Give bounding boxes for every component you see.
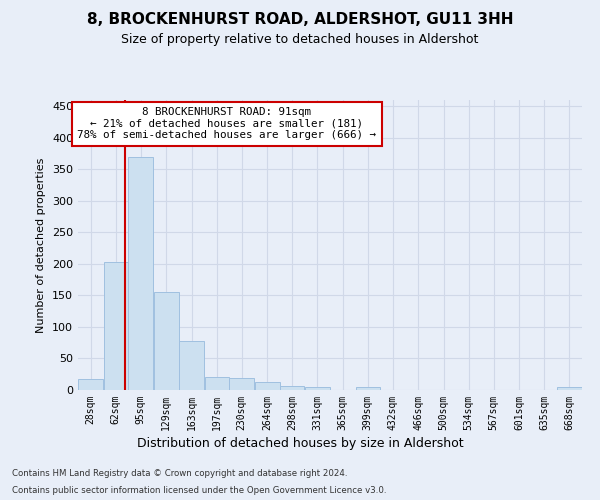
Text: Size of property relative to detached houses in Aldershot: Size of property relative to detached ho…: [121, 32, 479, 46]
Bar: [356, 387, 380, 390]
Text: 8, BROCKENHURST ROAD, ALDERSHOT, GU11 3HH: 8, BROCKENHURST ROAD, ALDERSHOT, GU11 3H…: [87, 12, 513, 28]
Bar: [229, 378, 254, 390]
Bar: [280, 386, 304, 390]
Bar: [205, 378, 229, 390]
Bar: [179, 342, 204, 390]
Bar: [104, 262, 128, 390]
Bar: [255, 382, 280, 390]
Bar: [78, 380, 103, 390]
Bar: [154, 292, 179, 390]
Text: Contains HM Land Registry data © Crown copyright and database right 2024.: Contains HM Land Registry data © Crown c…: [12, 468, 347, 477]
Y-axis label: Number of detached properties: Number of detached properties: [37, 158, 46, 332]
Text: Contains public sector information licensed under the Open Government Licence v3: Contains public sector information licen…: [12, 486, 386, 495]
Bar: [128, 156, 153, 390]
Bar: [305, 387, 330, 390]
Bar: [557, 387, 582, 390]
Text: Distribution of detached houses by size in Aldershot: Distribution of detached houses by size …: [137, 438, 463, 450]
Text: 8 BROCKENHURST ROAD: 91sqm
← 21% of detached houses are smaller (181)
78% of sem: 8 BROCKENHURST ROAD: 91sqm ← 21% of deta…: [77, 108, 376, 140]
